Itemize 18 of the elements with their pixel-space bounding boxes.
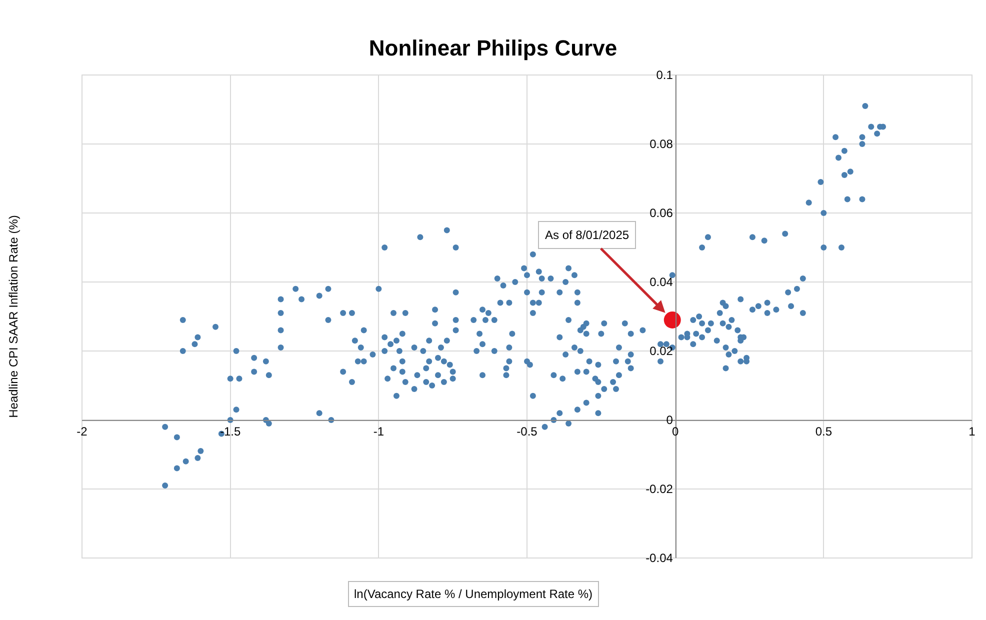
y-tick-label: 0.08	[650, 137, 674, 152]
x-tick-label: -1	[373, 424, 384, 438]
chart-title: Nonlinear Philips Curve	[368, 36, 618, 61]
y-tick-label: 0	[666, 413, 674, 428]
x-tick-label: -2	[76, 424, 88, 438]
y-tick-label: 0.02	[650, 344, 674, 358]
y-tick-label: 0.1	[656, 68, 674, 82]
annotation: As of 8/01/2025	[545, 228, 630, 242]
y-axis-title: Headline CPI SAAR Inflation Rate (%)	[6, 215, 20, 418]
x-tick-label: -0.5	[516, 424, 538, 438]
x-tick-label: 1	[968, 424, 976, 438]
y-tick-label: -0.02	[646, 482, 674, 496]
x-axis-title: ln(Vacancy Rate % / Unemployment Rate %)	[354, 587, 593, 601]
x-tick-label: -1.5	[220, 424, 241, 438]
y-tick-label: 0.04	[650, 275, 674, 290]
x-tick-label: 0.5	[815, 424, 832, 438]
y-tick-label: 0.06	[650, 206, 674, 220]
y-tick-label: -0.04	[646, 551, 674, 566]
